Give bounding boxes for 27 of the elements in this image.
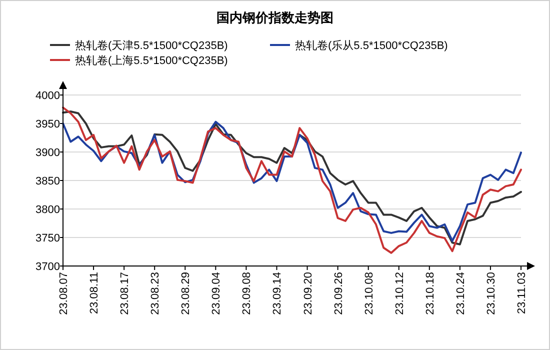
x-tick-label: 23.08.07: [58, 272, 70, 315]
y-tick-label: 3950: [36, 118, 60, 130]
y-tick-label: 3700: [36, 261, 60, 273]
y-tick-label: 4000: [36, 90, 60, 102]
legend-label: 热轧卷(上海5.5*1500*CQ235B): [75, 54, 228, 67]
x-tick-label: 23.09.08: [241, 272, 254, 315]
y-tick-label: 3800: [36, 204, 60, 216]
x-tick-label: 23.10.12: [394, 272, 406, 315]
x-tick-label: 23.08.29: [180, 272, 192, 315]
x-tick-label: 23.08.11: [88, 272, 101, 314]
x-tick-label: 23.09.26: [332, 272, 345, 315]
x-tick-label: 23.08.17: [119, 272, 132, 315]
chart-title: 国内钢价指数走势图: [216, 10, 334, 25]
legend-label: 热轧卷(天津5.5*1500*CQ235B): [75, 39, 228, 52]
y-tick-label: 3750: [36, 232, 60, 244]
x-tick-label: 23.10.08: [363, 272, 376, 315]
x-tick-label: 23.11.03: [516, 272, 528, 314]
y-tick-label: 3850: [36, 176, 60, 188]
legend-label: 热轧卷(乐从5.5*1500*CQ235B): [295, 39, 448, 52]
x-tick-label: 23.10.24: [454, 272, 467, 315]
x-tick-label: 23.09.04: [210, 272, 223, 315]
x-tick-label: 23.10.18: [424, 272, 436, 315]
x-tick-label: 23.08.23: [150, 272, 162, 315]
x-tick-label: 23.10.30: [485, 272, 498, 315]
x-tick-label: 23.09.20: [302, 272, 314, 315]
x-tick-label: 23.09.14: [272, 272, 284, 315]
y-tick-label: 3900: [36, 147, 60, 159]
